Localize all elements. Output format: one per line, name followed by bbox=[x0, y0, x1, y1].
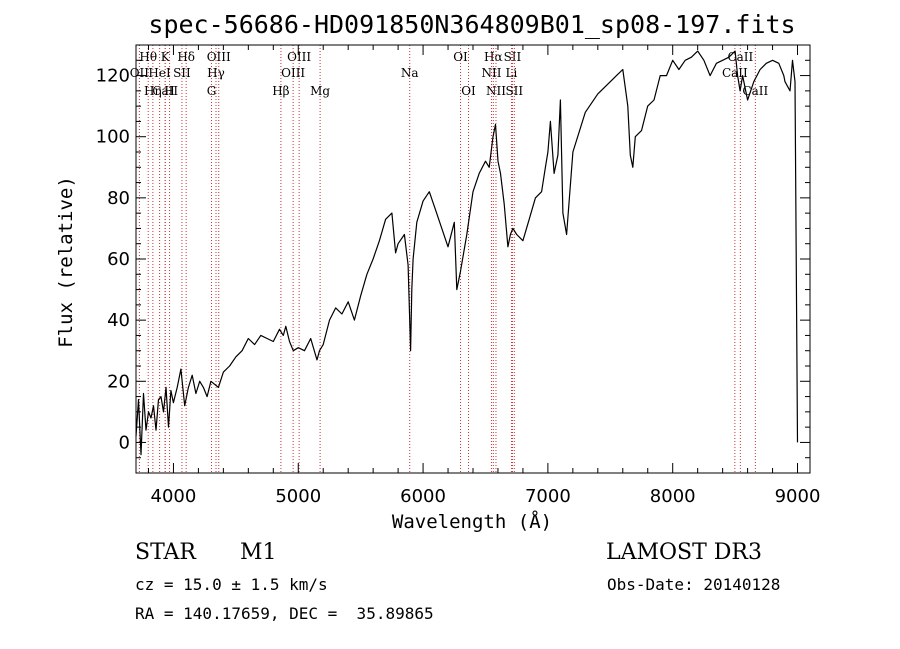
y-tick-label: 120 bbox=[96, 66, 130, 87]
spectrum-series bbox=[135, 50, 799, 456]
axis-ticks: 4000 5000 6000 7000 8000 9000 0 20 40 60 80 100 120 bbox=[96, 44, 821, 507]
line-label: CaII bbox=[727, 50, 753, 64]
line-label: HeI bbox=[148, 66, 171, 80]
y-tick-label: 20 bbox=[107, 371, 130, 392]
plot-frame bbox=[135, 44, 811, 474]
line-label: Mg bbox=[310, 84, 330, 98]
line-label: Hα bbox=[484, 50, 503, 64]
line-label: H bbox=[164, 84, 174, 98]
line-label: Hη bbox=[144, 84, 162, 98]
line-label: OI bbox=[453, 50, 468, 64]
line-label: OII bbox=[130, 66, 150, 80]
line-label: NII bbox=[481, 66, 501, 80]
y-tick-label: 80 bbox=[107, 188, 130, 209]
line-label: SII bbox=[504, 50, 522, 64]
line-label: OIII bbox=[281, 66, 305, 80]
line-label: OIII bbox=[207, 50, 231, 64]
observation-date: Obs-Date: 20140128 bbox=[607, 575, 781, 594]
line-label: Hθ bbox=[139, 50, 157, 64]
line-label: CaII bbox=[722, 66, 748, 80]
line-label: G bbox=[207, 84, 217, 98]
x-tick-label: 6000 bbox=[400, 486, 446, 507]
y-axis-label: Flux (relative) bbox=[55, 176, 77, 348]
chart-title: spec-56686-HD091850N364809B01_sp08-197.f… bbox=[148, 10, 795, 39]
sky-coordinates: RA = 140.17659, DEC = 35.89865 bbox=[135, 604, 434, 623]
y-tick-label: 40 bbox=[107, 310, 130, 331]
object-subclass: M1 bbox=[240, 540, 277, 565]
x-tick-label: 7000 bbox=[525, 486, 571, 507]
line-label: Hβ bbox=[272, 84, 289, 98]
line-label: OIII bbox=[287, 50, 311, 64]
redshift-velocity: cz = 15.0 ± 1.5 km/s bbox=[135, 575, 328, 594]
line-label: Na bbox=[401, 66, 419, 80]
x-axis-label: Wavelength (Å) bbox=[392, 510, 552, 533]
x-tick-label: 4000 bbox=[151, 486, 197, 507]
survey-name: LAMOST DR3 bbox=[606, 540, 762, 565]
x-tick-label: 5000 bbox=[275, 486, 321, 507]
line-label: Hγ bbox=[207, 66, 225, 80]
line-label: Li bbox=[506, 66, 518, 80]
line-label: SII bbox=[505, 84, 523, 98]
line-label: K bbox=[161, 50, 171, 64]
spectrum-line bbox=[135, 50, 799, 456]
line-label: OI bbox=[461, 84, 476, 98]
y-tick-label: 60 bbox=[107, 249, 130, 270]
line-label: Hδ bbox=[177, 50, 195, 64]
emission-line-markers: Hθ OII CaII K HeI Hη Hδ SII H OIII Hγ G OIII OIII Hβ Mg… bbox=[130, 45, 768, 473]
line-label: SII bbox=[173, 66, 191, 80]
x-tick-label: 8000 bbox=[650, 486, 696, 507]
x-tick-label: 9000 bbox=[775, 486, 821, 507]
object-class: STAR bbox=[135, 540, 196, 565]
y-tick-label: 100 bbox=[96, 127, 130, 148]
line-label: NII bbox=[486, 84, 506, 98]
y-tick-label: 0 bbox=[119, 432, 130, 453]
